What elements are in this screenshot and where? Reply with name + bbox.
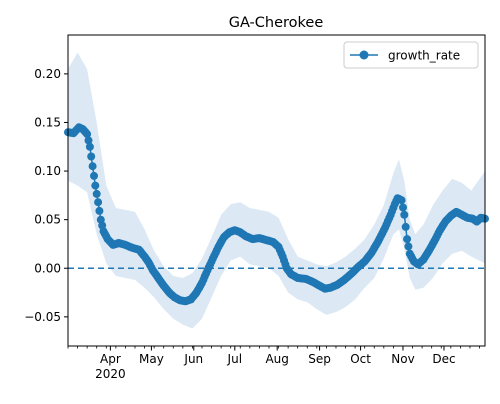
data-point [94, 198, 103, 207]
data-point [91, 181, 100, 190]
x-tick-label: Dec [432, 352, 455, 366]
legend-box [343, 41, 479, 69]
series-layer [64, 123, 489, 306]
confidence-band [68, 52, 485, 329]
data-point [401, 222, 410, 231]
y-tick-label: 0.20 [34, 67, 61, 81]
chart-title: GA-Cherokee [229, 15, 324, 31]
legend-swatch-marker [359, 50, 369, 60]
x-tick-label: Jul [227, 352, 242, 366]
data-point [403, 235, 412, 244]
data-point [88, 162, 97, 171]
y-tick-label: −0.05 [24, 310, 61, 324]
data-point [400, 210, 409, 219]
x-tick-label: Jun [183, 352, 203, 366]
legend-label: growth_rate [388, 49, 460, 63]
data-point [399, 203, 407, 212]
confidence-band-layer [68, 52, 485, 329]
data-point [83, 130, 92, 139]
data-point [90, 171, 98, 180]
y-tick-label: 0.05 [34, 213, 61, 227]
x-tick-label: Aug [265, 352, 288, 366]
x-tick-label: Apr [100, 352, 121, 366]
x-tick-label: Oct [350, 352, 371, 366]
legend: growth_rate [343, 41, 479, 69]
data-point [84, 136, 93, 145]
x-tick-label: Sep [308, 352, 331, 366]
data-point [95, 206, 104, 215]
x-tick-year-label: 2020 [95, 367, 126, 381]
data-point [87, 152, 96, 161]
data-point [404, 242, 413, 251]
data-point [85, 142, 94, 151]
data-point [92, 189, 101, 198]
data-point [397, 196, 406, 205]
y-tick-label: 0.15 [34, 115, 61, 129]
y-tick-label: 0.10 [34, 164, 61, 178]
plot-frame [67, 34, 486, 347]
x-tick-label: May [139, 352, 164, 366]
y-tick-label: 0.00 [34, 261, 61, 275]
x-tick-label: Nov [391, 352, 414, 366]
